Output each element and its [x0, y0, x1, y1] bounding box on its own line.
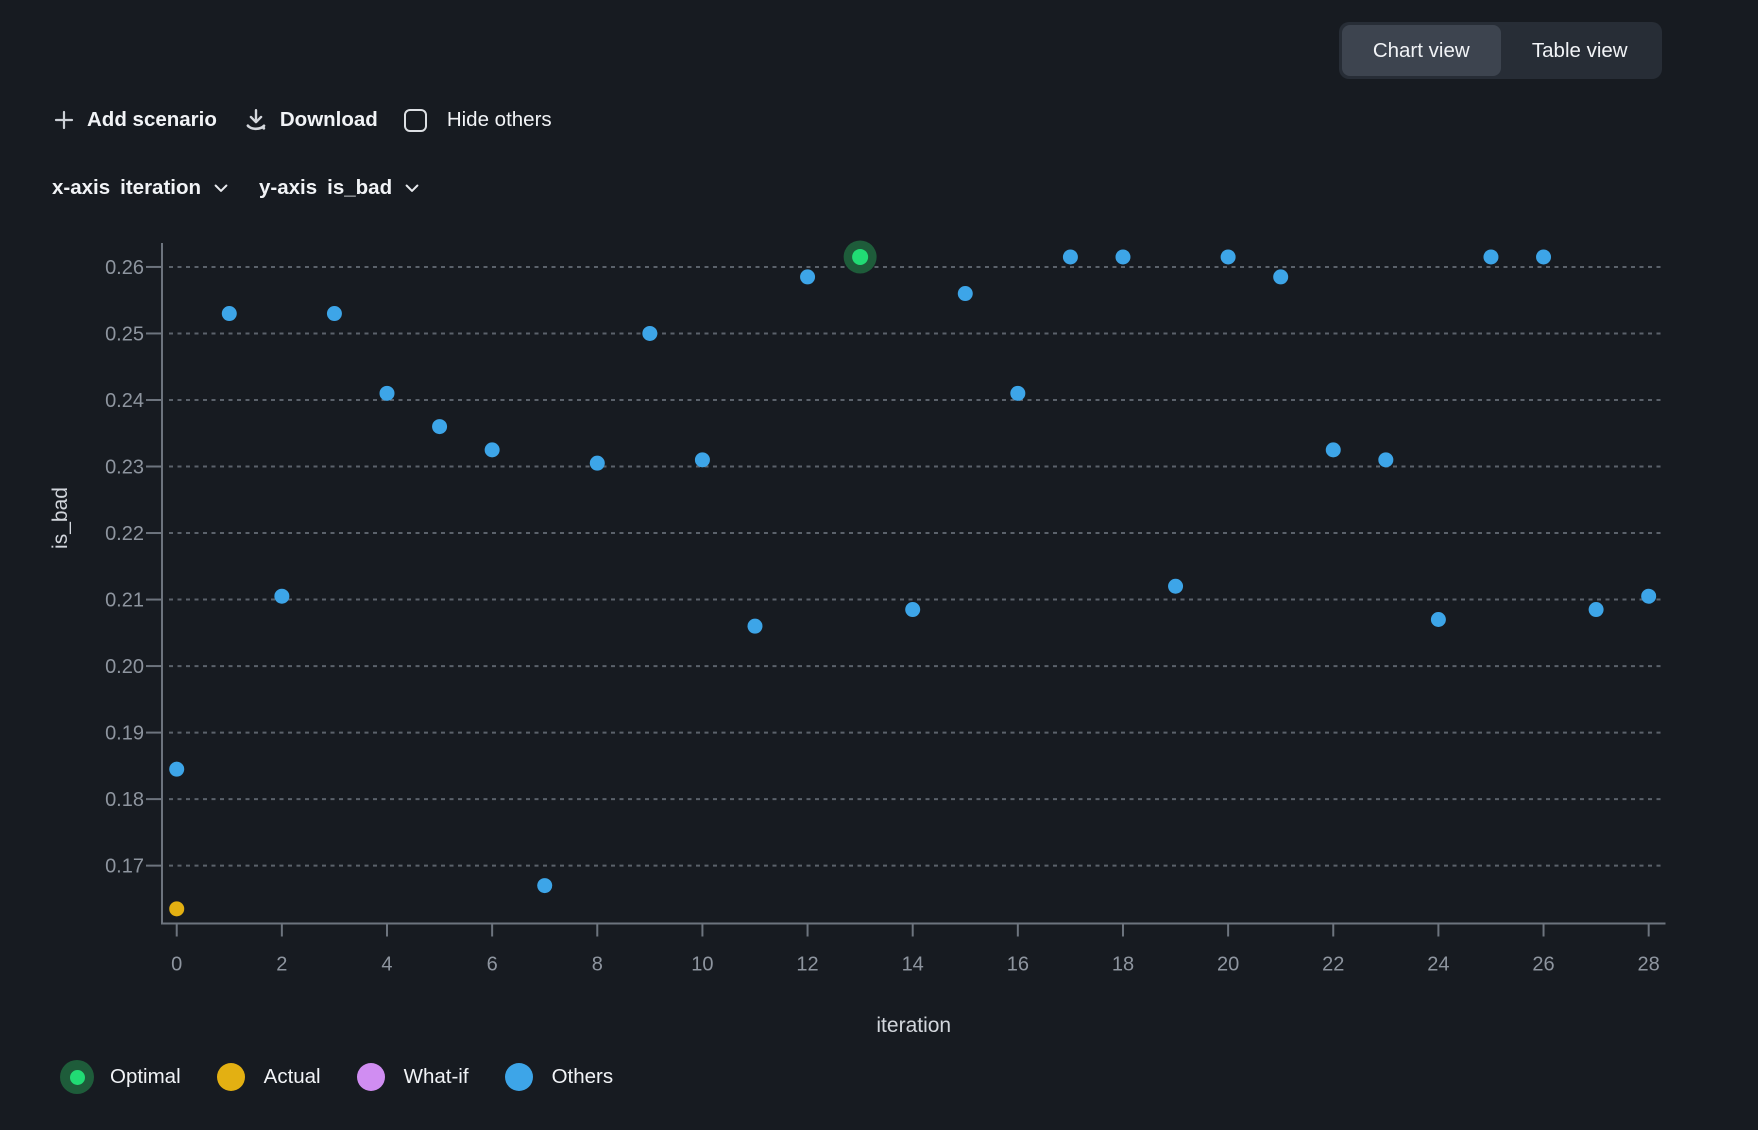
- legend-item-optimal[interactable]: Optimal: [60, 1060, 181, 1094]
- x-tick-label: 22: [1322, 954, 1344, 976]
- scatter-point-others[interactable]: [1168, 578, 1184, 594]
- scatter-point-others[interactable]: [1273, 269, 1289, 285]
- scatter-point-others[interactable]: [1588, 602, 1604, 618]
- x-tick-label: 6: [487, 954, 498, 976]
- tab-table-view[interactable]: Table view: [1531, 38, 1628, 62]
- x-axis-selector-value: iteration: [120, 176, 202, 199]
- x-tick-label: 16: [1007, 954, 1029, 976]
- legend-label: Optimal: [110, 1065, 181, 1088]
- others-dot-icon: [504, 1063, 533, 1091]
- scatter-point-others[interactable]: [537, 878, 553, 894]
- x-axis-title: iteration: [876, 1014, 951, 1037]
- x-tick-label: 2: [276, 954, 287, 976]
- y-tick-label: 0.18: [105, 789, 144, 811]
- download-button[interactable]: Download: [243, 107, 378, 133]
- y-axis-selector-prefix: y-axis: [259, 176, 318, 199]
- scatter-point-others[interactable]: [957, 286, 973, 302]
- scatter-point-others[interactable]: [905, 602, 921, 618]
- others-marker: [502, 1060, 536, 1094]
- scatter-point-others[interactable]: [1010, 385, 1026, 401]
- hide-others-label: Hide others: [446, 108, 552, 131]
- chevron-down-icon: [211, 178, 231, 198]
- x-tick-label: 14: [902, 954, 924, 976]
- actual-marker: [214, 1060, 248, 1094]
- x-tick-label: 18: [1112, 954, 1134, 976]
- x-tick-label: 10: [691, 954, 713, 976]
- y-tick-label: 0.20: [105, 656, 144, 678]
- y-tick-label: 0.24: [105, 390, 144, 412]
- legend-label: Actual: [263, 1065, 321, 1088]
- scatter-point-others[interactable]: [432, 419, 448, 435]
- y-axis-selector-value: is_bad: [327, 176, 393, 199]
- chevron-down-icon: [402, 178, 422, 198]
- scatter-point-others[interactable]: [1430, 612, 1446, 628]
- legend-item-others[interactable]: Others: [502, 1060, 614, 1094]
- legend-item-what-if[interactable]: What-if: [354, 1060, 469, 1094]
- download-label: Download: [279, 108, 378, 131]
- scatter-point-others[interactable]: [642, 325, 658, 341]
- scatter-point-actual[interactable]: [169, 901, 185, 917]
- scatter-point-others[interactable]: [747, 618, 763, 634]
- y-tick-label: 0.21: [105, 590, 144, 612]
- y-tick-label: 0.26: [105, 257, 144, 279]
- scatter-point-others[interactable]: [1325, 442, 1341, 458]
- x-axis-selector-prefix: x-axis: [52, 176, 111, 199]
- optimal-dot-icon: [69, 1069, 85, 1085]
- scatter-point-others[interactable]: [1483, 249, 1499, 265]
- y-tick-label: 0.22: [105, 523, 144, 545]
- scatter-point-others[interactable]: [169, 761, 185, 777]
- x-tick-label: 20: [1217, 954, 1239, 976]
- x-tick-label: 28: [1638, 954, 1660, 976]
- scatter-point-others[interactable]: [274, 588, 290, 604]
- x-tick-label: 0: [171, 954, 182, 976]
- scatter-point-others[interactable]: [589, 455, 605, 471]
- what-if-dot-icon: [356, 1063, 385, 1091]
- x-tick-label: 24: [1427, 954, 1449, 976]
- hide-others-toggle: Hide others: [403, 108, 552, 132]
- scatter-point-optimal[interactable]: [852, 248, 869, 265]
- y-tick-label: 0.17: [105, 856, 144, 878]
- actual-dot-icon: [216, 1063, 245, 1091]
- x-tick-label: 8: [592, 954, 603, 976]
- add-scenario-label: Add scenario: [87, 108, 217, 131]
- hide-others-checkbox[interactable]: [403, 108, 427, 132]
- download-icon: [243, 107, 269, 133]
- scatter-point-others[interactable]: [379, 385, 395, 401]
- toolbar: Add scenario Download Hide others: [52, 98, 552, 142]
- scatter-point-others[interactable]: [800, 269, 816, 285]
- tab-chart-view[interactable]: Chart view: [1342, 25, 1501, 76]
- scatter-point-others[interactable]: [1062, 249, 1078, 265]
- y-axis-title: is_bad: [49, 487, 72, 549]
- chart-legend: Optimal Actual What-if Others: [60, 1060, 613, 1094]
- scatter-point-others[interactable]: [484, 442, 500, 458]
- scatter-point-others[interactable]: [1220, 249, 1236, 265]
- x-tick-label: 26: [1532, 954, 1554, 976]
- scatter-point-others[interactable]: [1115, 249, 1131, 265]
- legend-item-actual[interactable]: Actual: [214, 1060, 321, 1094]
- y-tick-label: 0.23: [105, 457, 144, 479]
- scatter-point-others[interactable]: [1536, 249, 1552, 265]
- scatter-point-others[interactable]: [1641, 588, 1657, 604]
- add-scenario-button[interactable]: Add scenario: [52, 108, 217, 132]
- y-tick-label: 0.19: [105, 723, 144, 745]
- legend-label: What-if: [403, 1065, 469, 1088]
- legend-label: Others: [551, 1065, 614, 1088]
- y-tick-label: 0.25: [105, 323, 144, 345]
- scatter-point-others[interactable]: [221, 306, 237, 322]
- x-axis-selector[interactable]: x-axis iteration: [52, 176, 231, 200]
- view-toggle: Chart view Table view: [1339, 22, 1662, 79]
- what-if-marker: [354, 1060, 388, 1094]
- y-axis-selector[interactable]: y-axis is_bad: [259, 176, 422, 200]
- scatter-point-others[interactable]: [326, 306, 342, 322]
- scatter-point-others[interactable]: [1378, 452, 1394, 468]
- optimal-marker: [60, 1060, 94, 1094]
- scatter-point-others[interactable]: [694, 452, 710, 468]
- axis-selectors: x-axis iteration y-axis is_bad: [52, 176, 422, 200]
- x-tick-label: 4: [381, 954, 392, 976]
- plus-icon: [52, 108, 76, 132]
- x-tick-label: 12: [796, 954, 818, 976]
